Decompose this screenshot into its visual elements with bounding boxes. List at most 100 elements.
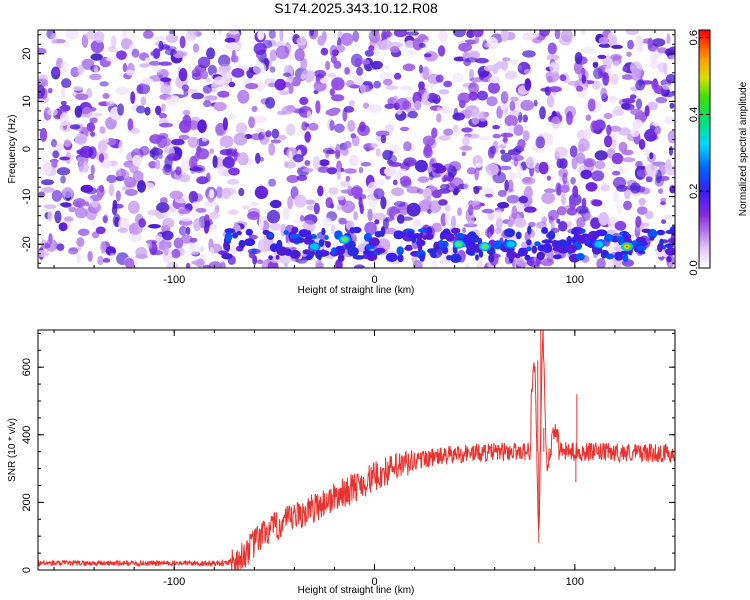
noise-blob xyxy=(558,221,568,232)
noise-blob xyxy=(141,78,154,85)
noise-blob xyxy=(102,93,110,99)
noise-blob xyxy=(135,247,148,259)
noise-blob xyxy=(90,131,96,137)
noise-blob xyxy=(485,193,493,198)
noise-blob xyxy=(88,146,97,160)
noise-blob xyxy=(359,84,366,94)
noise-blob xyxy=(365,147,370,152)
band-blob xyxy=(397,254,404,263)
noise-blob xyxy=(173,192,180,200)
colorbar-label: Normalized spectral amplitude xyxy=(738,81,749,216)
noise-blob xyxy=(594,160,606,170)
noise-blob xyxy=(164,48,177,56)
noise-blob xyxy=(183,88,189,97)
noise-blob xyxy=(87,250,93,262)
noise-blob xyxy=(56,243,65,251)
bottom-plot-frame xyxy=(37,329,676,571)
noise-blob xyxy=(259,156,264,162)
band-blob xyxy=(446,255,453,261)
noise-blob xyxy=(343,106,355,113)
noise-blob xyxy=(191,92,205,100)
noise-blob xyxy=(80,184,94,193)
noise-blob xyxy=(305,71,315,82)
band-blob xyxy=(245,228,253,236)
noise-blob xyxy=(59,112,69,127)
band-blob xyxy=(366,253,378,262)
heatmap-hotspot xyxy=(481,244,488,249)
noise-blob xyxy=(416,188,424,194)
noise-blob xyxy=(62,186,73,198)
noise-blob xyxy=(360,161,372,167)
noise-blob xyxy=(282,207,290,221)
noise-blob xyxy=(440,106,453,115)
band-blob xyxy=(345,241,352,251)
noise-blob xyxy=(330,203,335,209)
noise-blob xyxy=(467,133,480,139)
noise-blob xyxy=(654,87,667,95)
noise-blob xyxy=(513,124,524,136)
colorbar-tick-label: 0.2 xyxy=(688,184,700,199)
colorbar-tick-label: 0.4 xyxy=(688,107,700,122)
noise-blob xyxy=(483,65,497,72)
noise-blob xyxy=(494,227,502,235)
noise-blob xyxy=(547,209,559,221)
band-blob xyxy=(554,240,563,248)
noise-blob xyxy=(373,188,385,200)
noise-blob xyxy=(528,221,536,228)
noise-blob xyxy=(155,105,162,116)
noise-blob xyxy=(160,83,170,95)
noise-blob xyxy=(220,261,226,268)
noise-blob xyxy=(636,206,648,215)
noise-blob xyxy=(600,184,611,192)
noise-blob xyxy=(651,79,659,91)
noise-blob xyxy=(296,37,307,46)
noise-blob xyxy=(254,81,266,92)
noise-blob xyxy=(603,112,613,119)
noise-blob xyxy=(270,139,282,144)
noise-blob xyxy=(423,89,430,100)
noise-blob xyxy=(367,208,373,222)
band-blob xyxy=(268,255,273,260)
noise-blob xyxy=(559,158,568,169)
noise-blob xyxy=(166,261,179,268)
noise-blob xyxy=(551,116,561,129)
noise-blob xyxy=(619,168,625,173)
noise-blob xyxy=(484,43,490,48)
noise-blob xyxy=(474,36,480,44)
noise-blob xyxy=(417,176,430,183)
noise-blob xyxy=(301,121,308,131)
noise-blob xyxy=(329,120,335,131)
noise-blob xyxy=(587,98,596,112)
noise-blob xyxy=(159,122,174,128)
noise-blob xyxy=(209,224,218,230)
noise-blob xyxy=(102,258,111,263)
band-blob xyxy=(430,252,437,259)
noise-blob xyxy=(498,144,507,149)
noise-blob xyxy=(195,148,210,160)
noise-blob xyxy=(69,124,81,130)
noise-blob xyxy=(93,31,105,43)
noise-blob xyxy=(187,88,198,94)
noise-blob xyxy=(306,110,312,121)
noise-blob xyxy=(517,64,523,70)
noise-blob xyxy=(41,179,54,186)
noise-blob xyxy=(148,224,161,229)
noise-blob xyxy=(258,216,264,230)
noise-blob xyxy=(580,30,586,35)
noise-blob xyxy=(471,114,480,125)
noise-blob xyxy=(567,220,573,228)
band-blob xyxy=(534,241,541,247)
noise-blob xyxy=(492,125,500,130)
noise-blob xyxy=(606,124,612,136)
noise-blob xyxy=(56,143,64,152)
noise-blob xyxy=(625,30,640,36)
noise-blob xyxy=(100,159,112,169)
band-blob xyxy=(641,228,652,233)
noise-blob xyxy=(158,112,167,119)
noise-blob xyxy=(317,185,324,197)
noise-blob xyxy=(188,191,198,204)
noise-blob xyxy=(622,98,636,104)
noise-blob xyxy=(304,160,311,166)
noise-blob xyxy=(51,160,58,169)
band-blob xyxy=(457,232,465,239)
